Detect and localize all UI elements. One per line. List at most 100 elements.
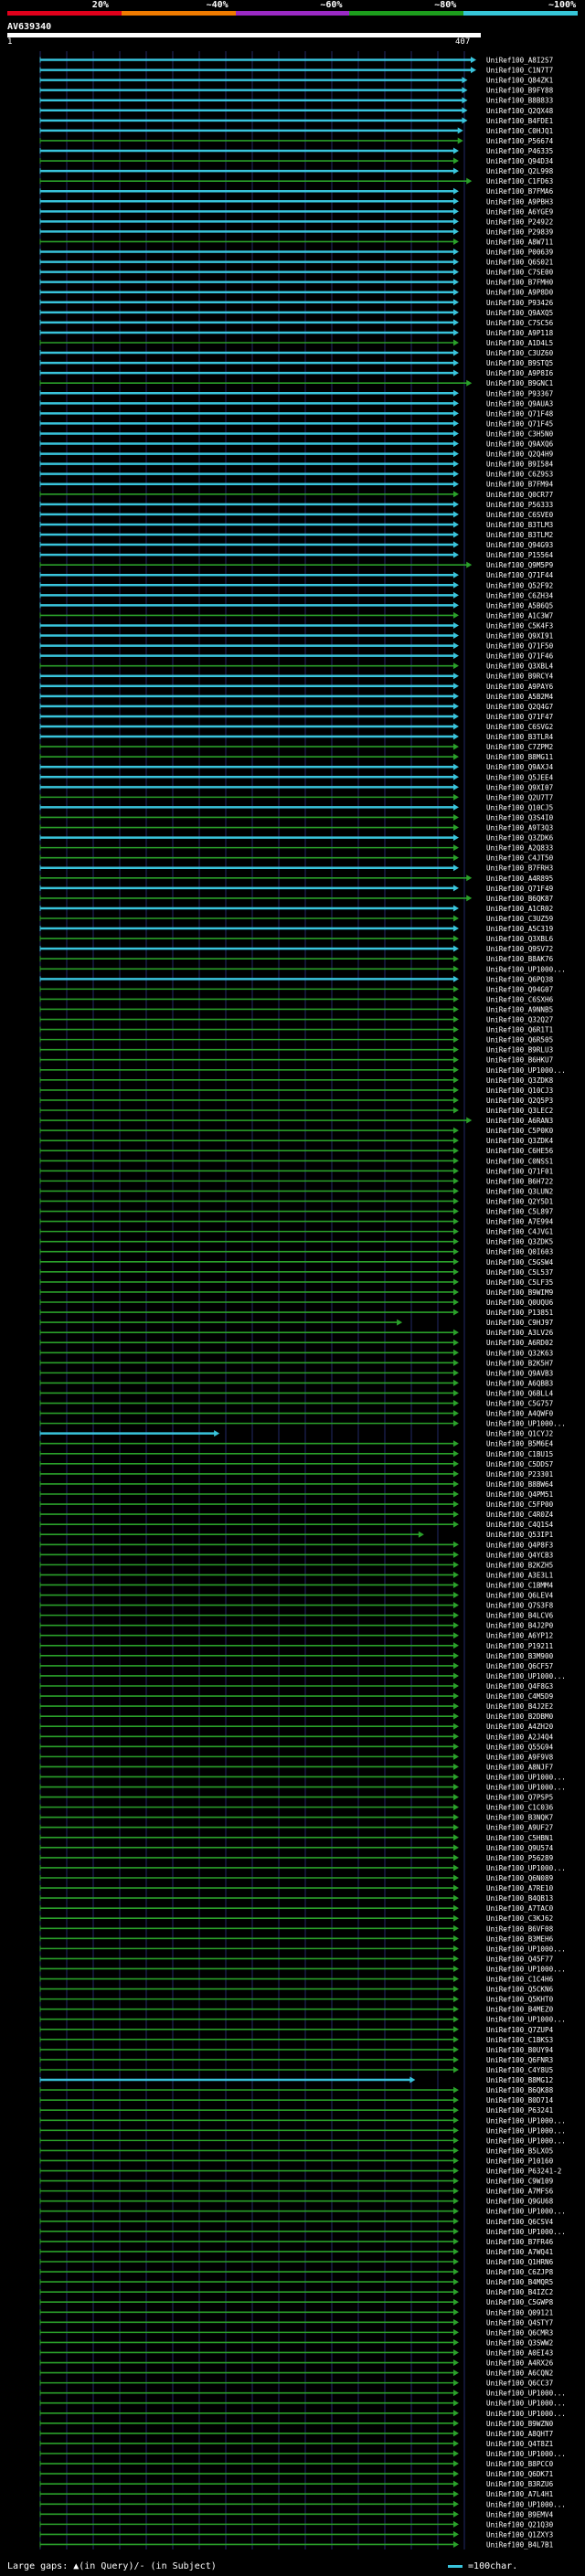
hit-label: UniRef100_UP1000... [486,1066,566,1075]
hit-arrow-head [452,2228,459,2235]
hit-label: UniRef100_Q71F46 [486,652,554,661]
hit-label: UniRef100_UP1000... [486,2208,566,2216]
hit-label: UniRef100_C3UZ60 [486,349,554,357]
hit-arrow-head [452,2298,459,2306]
hit-arrow-head [452,985,459,992]
hit-label: UniRef100_C6ZH34 [486,591,554,599]
hit-label: UniRef100_B9I584 [486,461,554,469]
hit-label: UniRef100_A4QWF0 [486,1410,554,1418]
hit-label: UniRef100_B3RZU6 [486,2480,554,2488]
hit-label: UniRef100_Q9XI91 [486,632,554,641]
hit-label: UniRef100_B2DBM0 [486,1712,554,1721]
hit-label: UniRef100_Q71F49 [486,885,554,893]
hit-label: UniRef100_Q10CJ3 [486,1087,553,1095]
hit-arrow-head [452,2490,459,2497]
hit-arrow-head [452,1208,459,1215]
hit-arrow-head [452,2308,459,2316]
hit-arrow-head [452,1804,459,1811]
hit-label: UniRef100_B8BW64 [486,1480,554,1489]
hit-arrow-head [452,238,459,245]
hit-label: UniRef100_Q1HRN6 [486,2258,554,2266]
hit-label: UniRef100_Q6S021 [486,259,554,267]
hit-label: UniRef100_A9UF27 [486,1824,553,1832]
hit-label: UniRef100_Q4F8G3 [486,1682,553,1691]
hit-arrow-head [452,207,459,215]
hit-label: UniRef100_P19211 [486,1642,554,1650]
hit-label: UniRef100_UP1000... [486,2016,566,2024]
hit-label: UniRef100_B5M6E4 [486,1440,554,1448]
hit-arrow-head [452,813,459,821]
hit-arrow-head [466,1117,473,1124]
hit-label: UniRef100_C6HE56 [486,1147,554,1155]
hit-label: UniRef100_C1C036 [486,1804,554,1812]
hit-arrow-head [452,1480,459,1488]
hit-label: UniRef100_UP1000... [486,2126,566,2135]
hit-label: UniRef100_Q71F48 [486,409,554,418]
hit-label: UniRef100_Q9AUA3 [486,399,553,408]
hit-arrow-head [452,2530,459,2538]
hit-label: UniRef100_A9P118 [486,329,554,337]
hit-label: UniRef100_Q71F50 [486,642,554,651]
hit-label: UniRef100_Q3XBL4 [486,663,554,671]
hit-arrow-head [452,228,459,235]
hit-label: UniRef100_B6HKU7 [486,1056,553,1065]
hit-label: UniRef100_A9PAY6 [486,683,554,691]
hit-arrow-head [452,1976,459,1983]
hit-label: UniRef100_UP1000... [486,2450,566,2458]
hit-arrow-head [452,440,459,448]
hit-arrow-head [452,1450,459,1458]
hit-arrow-head [452,2096,459,2104]
hit-label: UniRef100_B3TLM2 [486,531,553,539]
hit-arrow-head [452,783,459,790]
hit-label: UniRef100_B4MQR5 [486,2278,553,2286]
hit-label: UniRef100_C5L897 [486,1208,553,1216]
hit-label: UniRef100_B7FM94 [486,481,554,489]
hit-label: UniRef100_C5GSW4 [486,1258,554,1267]
hit-label: UniRef100_A9T3Q3 [486,824,553,832]
hit-label: UniRef100_P63241 [486,2106,554,2115]
hit-arrow-head [452,2238,459,2245]
hit-arrow-head [452,1541,459,1548]
hit-label: UniRef100_Q94G07 [486,985,553,993]
hit-label: UniRef100_B4QB13 [486,1894,553,1903]
hit-arrow-head [452,1490,459,1498]
hit-arrow-head [452,581,459,588]
hit-label: UniRef100_C6Z9S3 [486,471,553,479]
hit-label: UniRef100_Q5KHT0 [486,1996,554,2004]
hit-arrow-head [452,1339,459,1346]
hit-arrow-head [452,591,459,599]
hit-arrow-head [452,1884,459,1892]
hit-label: UniRef100_B6QK87 [486,895,553,903]
hit-arrow-head [397,1319,403,1326]
legend-segment [463,11,578,16]
hit-arrow-head [452,864,459,872]
hit-arrow-head [452,1723,459,1730]
hit-arrow-head [410,2076,416,2083]
hit-label: UniRef100_C7SC56 [486,319,554,327]
hit-arrow-head [452,2056,459,2063]
hit-arrow-head [462,107,468,114]
hit-arrow-head [452,167,459,175]
hit-label: UniRef100_B7FRH3 [486,864,553,873]
hit-arrow-head [452,1672,459,1680]
legend-label: ~80% [434,0,457,10]
legend-label: 20% [91,0,109,10]
hit-arrow-head [452,2278,459,2285]
legend-label: ~100% [548,0,577,10]
hit-arrow-head [452,419,459,427]
hit-arrow-head [452,309,459,316]
hit-arrow-head [466,875,473,882]
hit-label: UniRef100_C3H5N0 [486,429,554,438]
hit-arrow-head [452,2430,459,2437]
hit-arrow-head [452,1773,459,1780]
hit-label: UniRef100_Q3ZDK6 [486,834,554,843]
hit-label: UniRef100_UP1000... [486,2500,566,2508]
hit-label: UniRef100_UP1000... [486,2390,566,2398]
hit-label: UniRef100_Q6PQ38 [486,975,554,983]
hit-label: UniRef100_B6VF08 [486,1924,554,1933]
hit-label: UniRef100_P46335 [486,147,553,155]
hit-arrow-head [452,2016,459,2023]
hit-arrow-head [471,67,476,74]
hit-arrow-head [452,2126,459,2134]
hit-arrow-head [452,693,459,700]
